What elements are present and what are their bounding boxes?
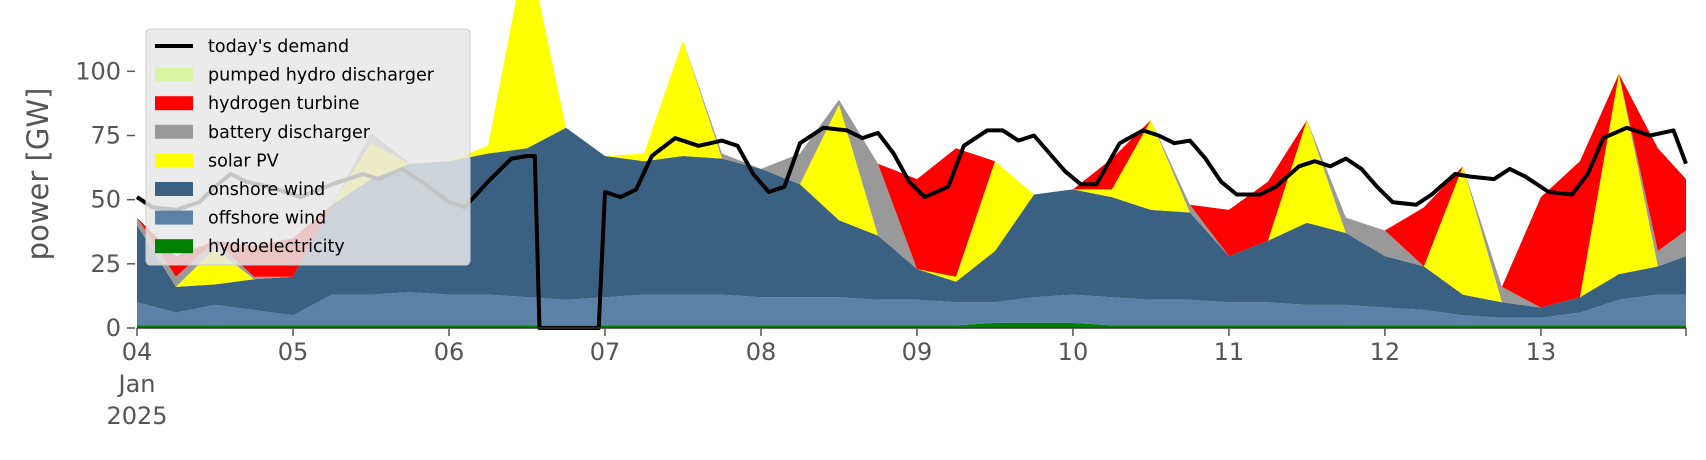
stacked-area-group [137, 0, 1686, 328]
area-offshore-wind [137, 292, 1686, 326]
legend-swatch [155, 182, 193, 196]
area-hydrogen-turbine [137, 0, 1686, 308]
legend-swatch [155, 67, 193, 82]
legend-swatch [155, 153, 193, 168]
area-hydroelectricity [137, 322, 1686, 328]
area-onshore-wind [137, 127, 1686, 318]
legend-label: hydroelectricity [208, 237, 345, 257]
x-tick-label: 11 [1214, 338, 1245, 366]
legend-label: onshore wind [208, 180, 325, 200]
y-tick-label: 100 [75, 57, 121, 85]
y-tick-label: 50 [90, 186, 121, 214]
legend-swatch [155, 96, 193, 111]
x-tick-label: 12 [1370, 338, 1401, 366]
legend-swatch [155, 210, 193, 225]
y-tick-label: 0 [106, 314, 121, 342]
legend-label: pumped hydro discharger [208, 66, 435, 86]
area-battery-discharger [137, 0, 1686, 308]
x-tick-label: 13 [1526, 338, 1557, 366]
area-solar-pv [137, 0, 1686, 308]
y-tick-label: 75 [90, 122, 121, 150]
legend-label: today's demand [208, 37, 349, 57]
legend-swatch [155, 124, 193, 139]
axes-group: 0 25 50 75 100 04 Jan 2025 05 06 07 08 09 10 11 12 13 [75, 57, 1687, 430]
x-tick-label: 06 [434, 338, 465, 366]
x-tick-label: Jan [117, 370, 156, 398]
y-axis-label: power [GW] [21, 88, 55, 261]
legend-label: battery discharger [208, 123, 371, 143]
x-tick-label: 07 [590, 338, 621, 366]
x-tick-label: 05 [278, 338, 309, 366]
x-tick-label: 2025 [106, 402, 167, 430]
legend-box [145, 28, 471, 266]
x-tick-label: 04 [122, 338, 153, 366]
x-tick-label: 09 [902, 338, 933, 366]
legend-label: offshore wind [208, 209, 326, 229]
x-tick-label: 08 [746, 338, 777, 366]
x-tick-label: 10 [1058, 338, 1089, 366]
legend: today's demand pumped hydro discharger hyd… [145, 28, 471, 266]
y-tick-label: 25 [90, 250, 121, 278]
legend-label: solar PV [208, 151, 279, 171]
legend-swatch [155, 239, 193, 254]
legend-label: hydrogen turbine [208, 94, 360, 114]
